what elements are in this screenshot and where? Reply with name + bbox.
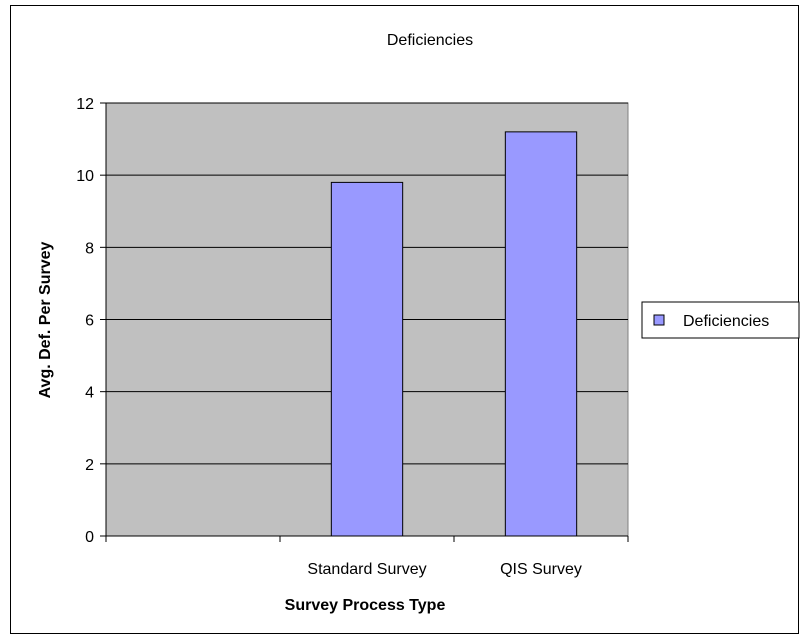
x-tick-label: QIS Survey — [500, 561, 582, 578]
legend-box — [641, 301, 800, 339]
y-axis-title: Avg. Def. Per Survey — [37, 242, 54, 399]
legend-swatch — [653, 314, 665, 326]
y-tick-label: 0 — [85, 529, 94, 546]
y-tick-label: 2 — [85, 457, 94, 474]
x-axis-title: Survey Process Type — [285, 597, 446, 614]
chart-title: Deficiencies — [387, 32, 473, 49]
legend-label: Deficiencies — [683, 313, 769, 330]
y-tick-label: 6 — [85, 313, 94, 330]
y-tick-label: 8 — [85, 240, 94, 257]
legend: Deficiencies — [641, 301, 800, 339]
axes — [100, 102, 629, 542]
bar — [504, 131, 578, 537]
bars — [330, 131, 578, 537]
y-tick-labels: 0 2 4 6 8 10 12 — [76, 96, 94, 546]
x-tick-labels: Standard Survey QIS Survey — [307, 561, 582, 578]
y-tick-label: 4 — [85, 385, 94, 402]
y-tick-label: 10 — [76, 168, 94, 185]
x-tick-label: Standard Survey — [307, 561, 426, 578]
bar — [330, 181, 404, 537]
y-tick-label: 12 — [76, 96, 94, 113]
